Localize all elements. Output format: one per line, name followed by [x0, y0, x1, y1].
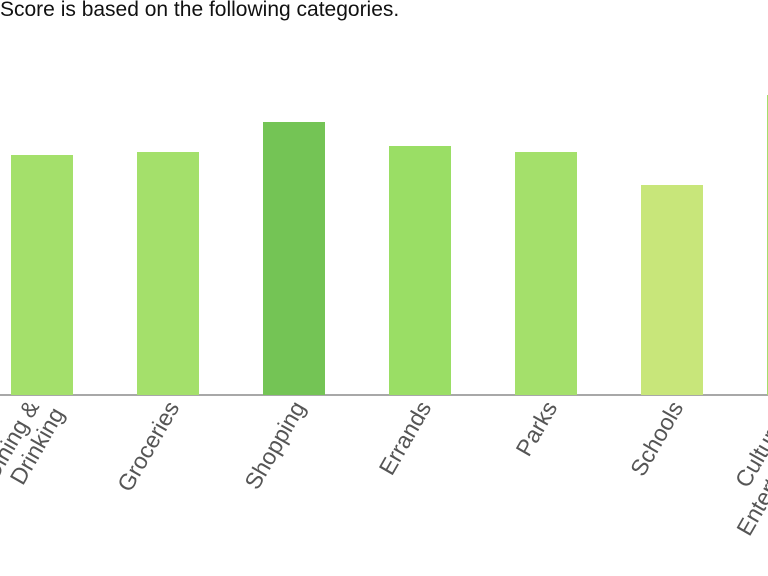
x-tick-label: Groceries: [112, 397, 184, 496]
bar: [137, 152, 199, 395]
x-tick-label: Dining & Drinking: [0, 390, 69, 496]
bar: [389, 146, 451, 395]
x-tick-label: Errands: [374, 397, 437, 480]
bar: [641, 185, 703, 395]
x-tick-label: Shopping: [239, 397, 310, 494]
bar: [515, 152, 577, 395]
bar: [263, 122, 325, 395]
x-tick-label: Culture & Entertainment: [709, 390, 768, 540]
x-tick-label: Schools: [625, 397, 688, 481]
page-title: Score is based on the following categori…: [0, 0, 399, 21]
bar: [11, 155, 73, 395]
x-tick-label: Parks: [510, 397, 562, 461]
